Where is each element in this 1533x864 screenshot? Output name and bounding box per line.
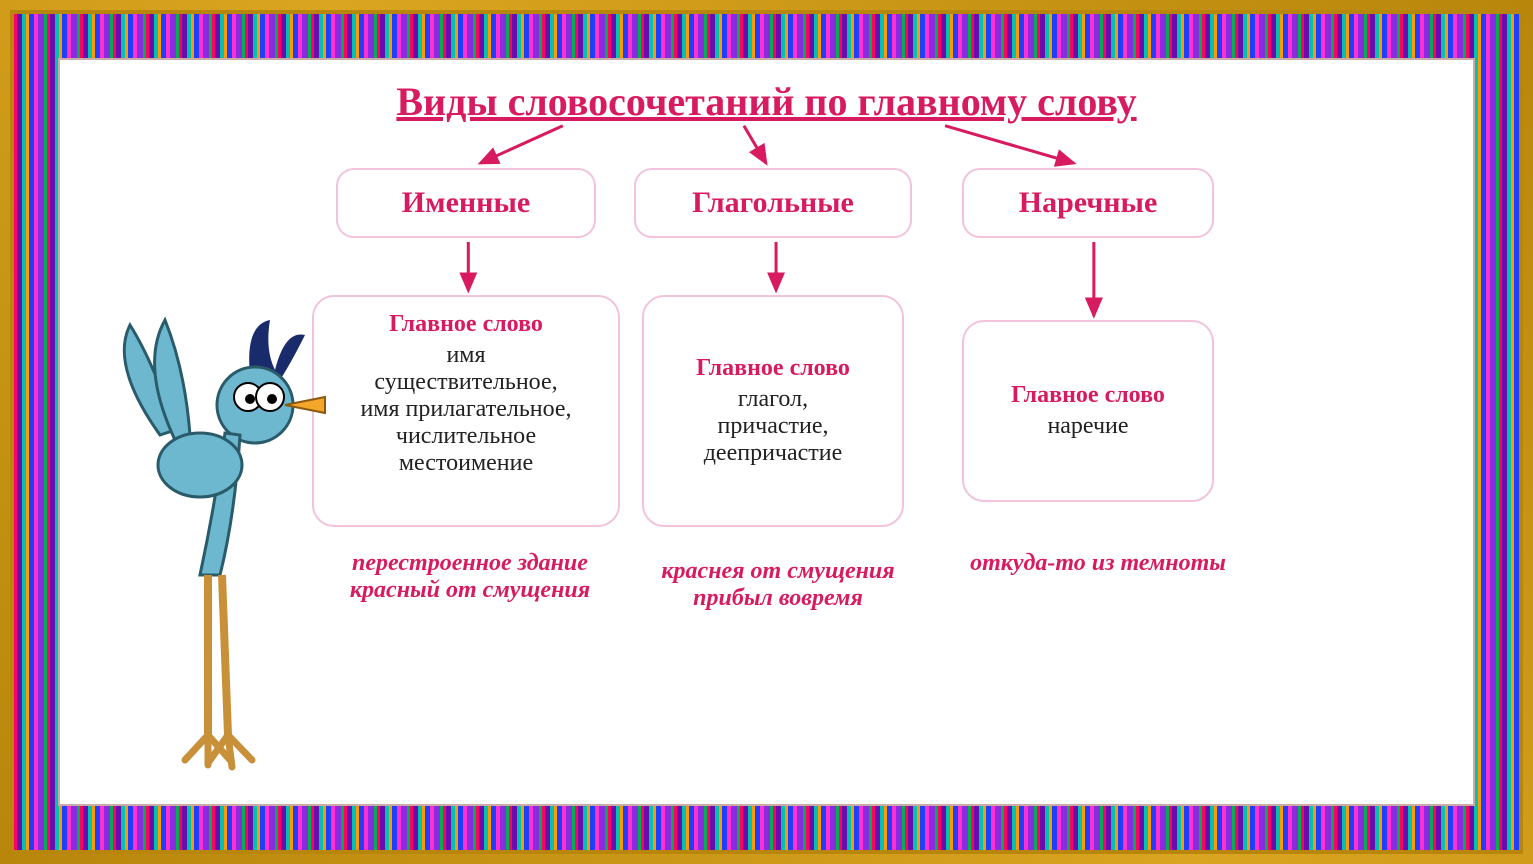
- frame-stripes: Виды словосочетаний по главному слову: [10, 10, 1523, 854]
- detail-body: наречие: [974, 413, 1202, 440]
- category-label: Именные: [402, 186, 530, 220]
- detail-box-verbal: Главное слово глагол, причастие, дееприч…: [642, 295, 904, 527]
- detail-body: имя существительное, имя прилагательное,…: [360, 342, 571, 476]
- detail-header: Главное слово: [324, 311, 608, 338]
- category-box-adverbial: Наречные: [962, 168, 1214, 238]
- slide-title: Виды словосочетаний по главному слову: [60, 78, 1473, 125]
- category-box-verbal: Глагольные: [634, 168, 912, 238]
- example-adverbial: откуда-то из темноты: [948, 550, 1248, 577]
- example-nominal: перестроенное здание красный от смущения: [310, 550, 630, 604]
- example-verbal: краснея от смущения прибыл вовремя: [628, 558, 928, 612]
- slide-canvas: Виды словосочетаний по главному слову: [58, 58, 1475, 806]
- frame-outer: Виды словосочетаний по главному слову: [0, 0, 1533, 864]
- category-box-nominal: Именные: [336, 168, 596, 238]
- detail-header: Главное слово: [974, 382, 1202, 409]
- arrow-title-to-cat-3: [945, 126, 1074, 163]
- arrow-title-to-cat-1: [480, 126, 562, 163]
- detail-box-adverbial: Главное слово наречие: [962, 320, 1214, 502]
- category-label: Глагольные: [692, 186, 854, 220]
- arrow-title-to-cat-2: [744, 126, 766, 163]
- detail-header: Главное слово: [654, 355, 892, 382]
- detail-body: глагол, причастие, деепричастие: [654, 386, 892, 467]
- bird-illustration: [100, 315, 330, 785]
- detail-box-nominal: Главное слово имя существительное, имя п…: [312, 295, 620, 527]
- category-label: Наречные: [1019, 186, 1158, 220]
